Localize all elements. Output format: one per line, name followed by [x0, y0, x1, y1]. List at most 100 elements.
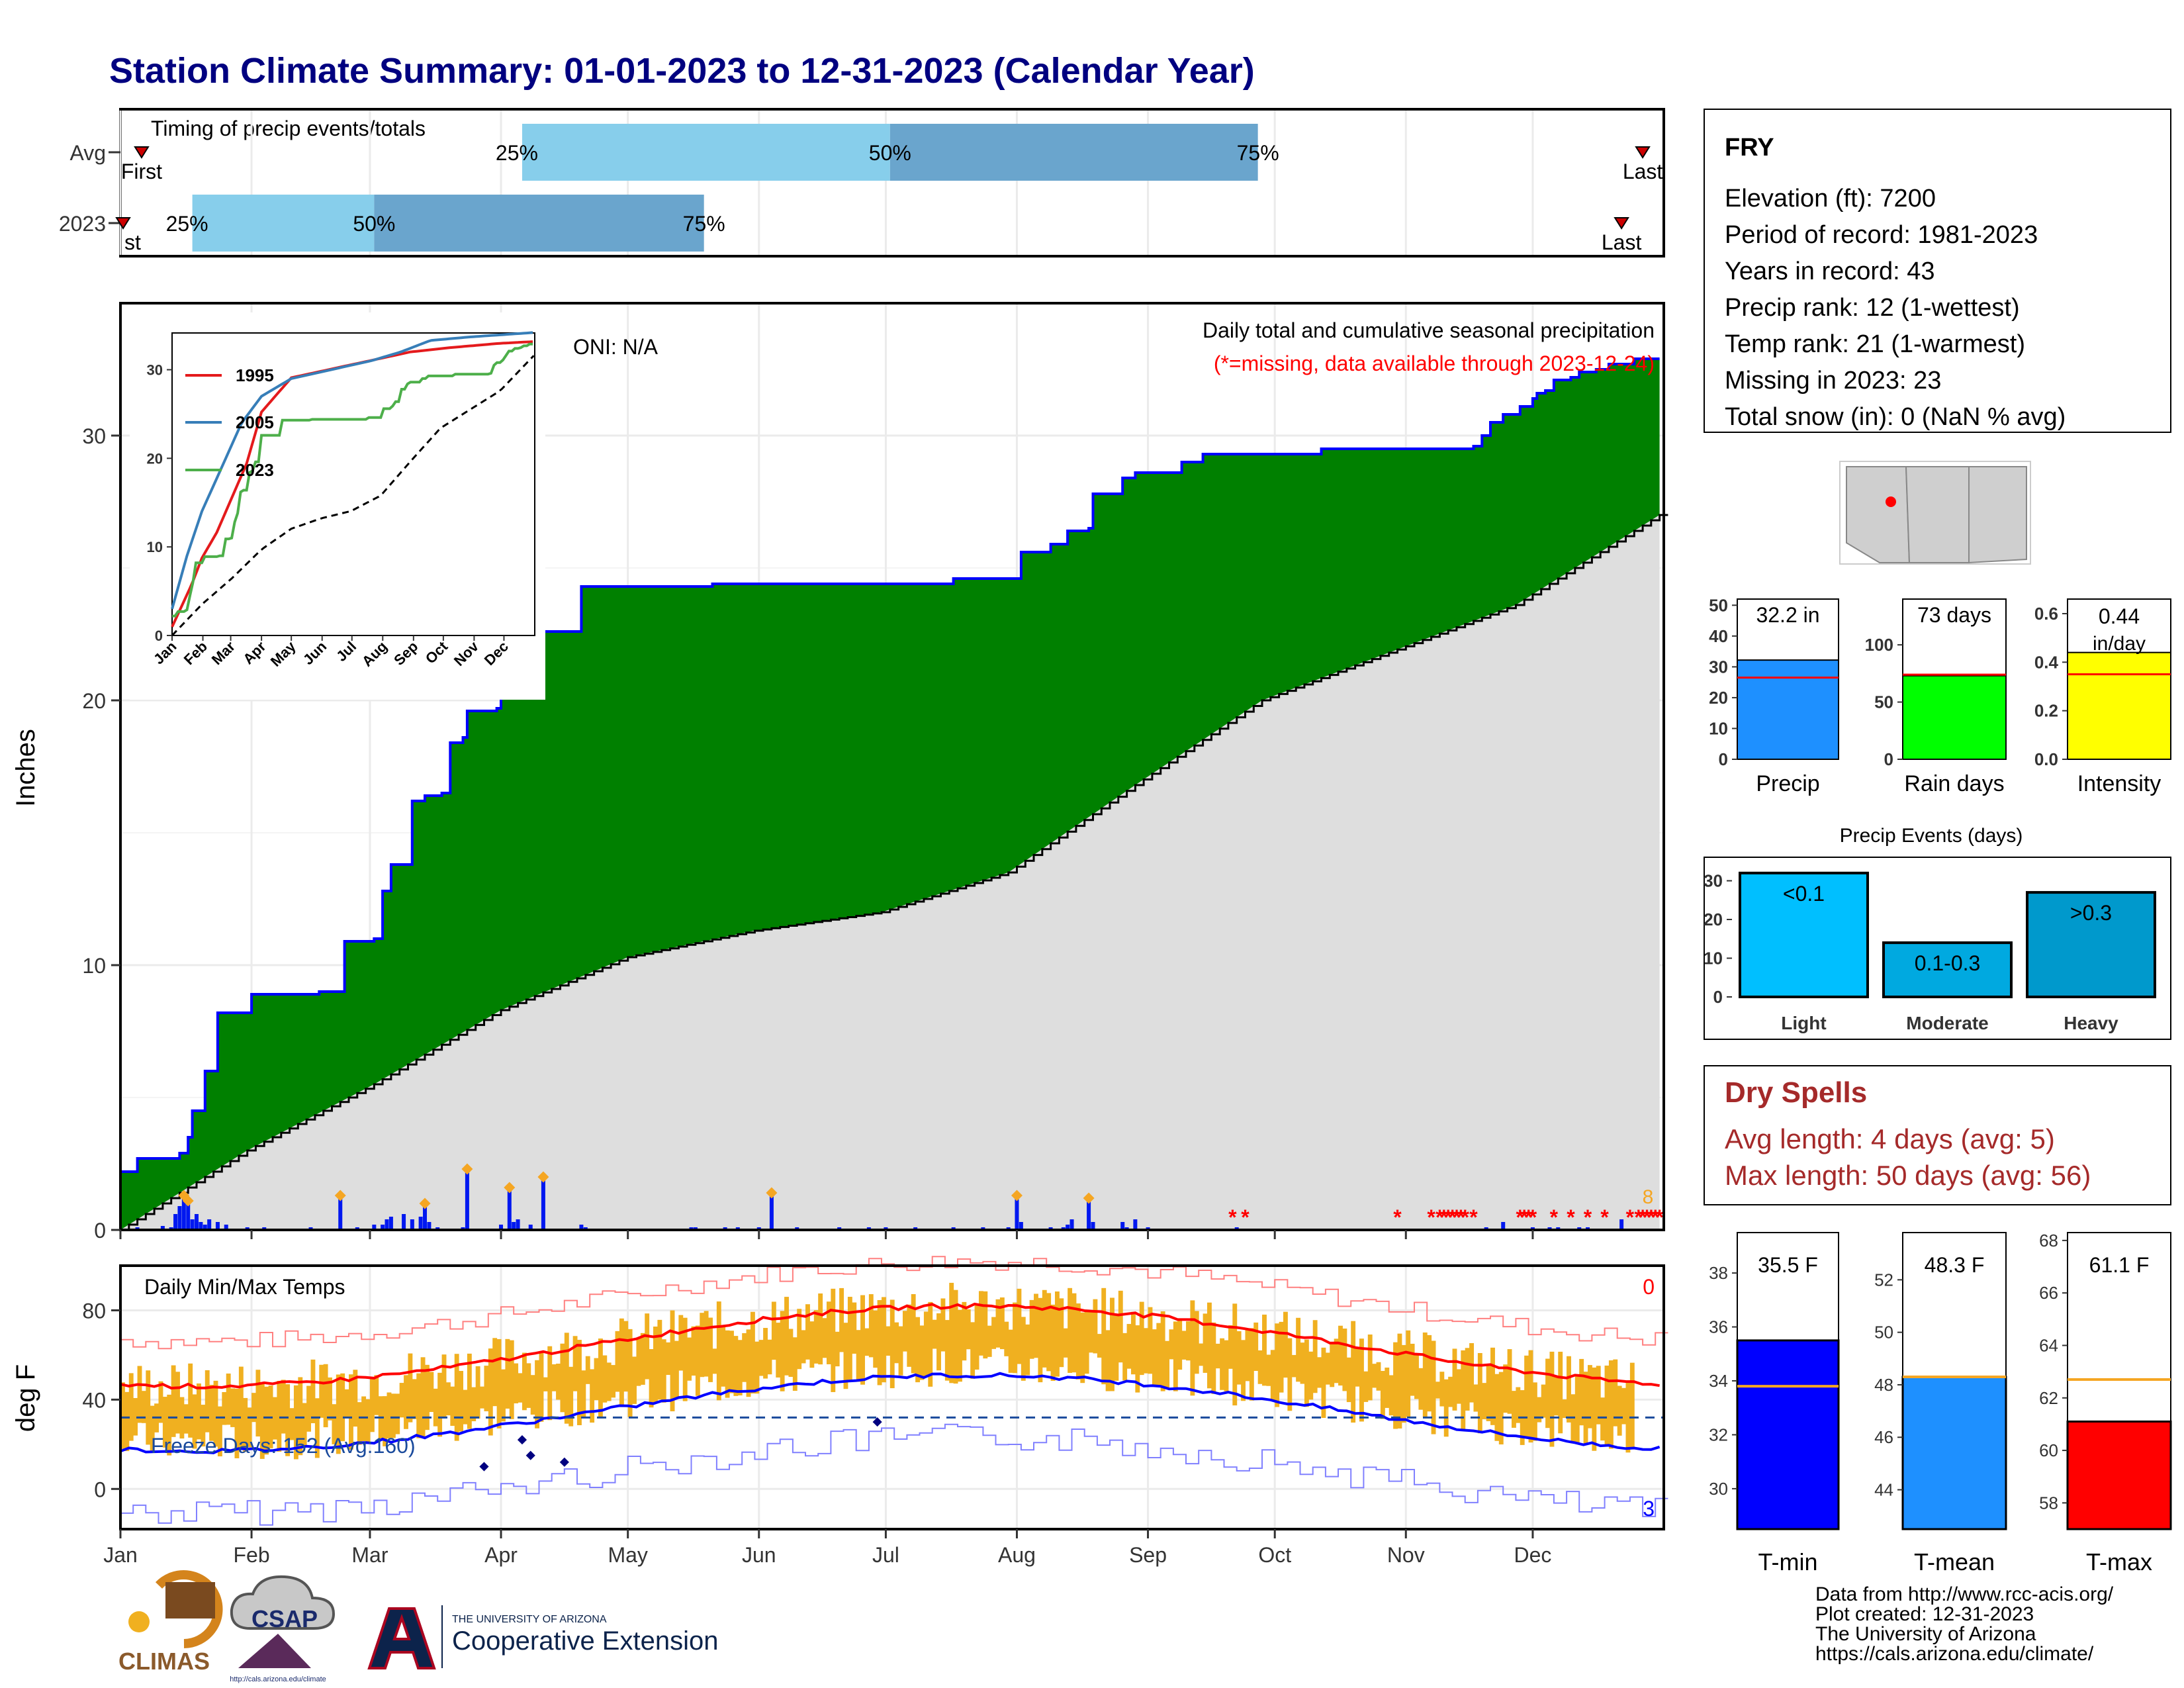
daily-temp-range-bar — [721, 1326, 726, 1387]
missing-day-marker: * — [1647, 1205, 1656, 1229]
daily-temp-range-bar — [1165, 1340, 1169, 1389]
daily-temp-range-bar — [357, 1402, 362, 1445]
missing-day-marker: * — [1461, 1205, 1469, 1229]
daily-temp-range-bar — [822, 1318, 827, 1358]
precip-panel: Inches * * * * ******* * **** * * * * * ******801020… — [11, 302, 1668, 1243]
daily-temp-range-bar — [251, 1393, 256, 1423]
daily-temp-range-bar — [1228, 1325, 1233, 1369]
ua-small-text: THE UNIVERSITY OF ARIZONA — [452, 1614, 607, 1625]
daily-temp-range-bar — [1291, 1354, 1297, 1378]
climas-logo: CLIMAS — [118, 1570, 223, 1675]
precip-events-bar-light — [1739, 871, 1869, 999]
daily-temp-range-bar — [171, 1365, 176, 1437]
daily-temp-range-bar — [1270, 1350, 1275, 1401]
daily-temp-range-bar — [1304, 1339, 1309, 1407]
daily-precip-bar — [199, 1222, 203, 1230]
precip-events-bar-label-heavy: >0.3 — [2070, 901, 2112, 925]
daily-temp-range-bar — [514, 1363, 519, 1404]
daily-temp-range-bar — [128, 1373, 134, 1441]
daily-temp-range-bar — [1283, 1311, 1288, 1378]
daily-temp-range-bar — [1570, 1394, 1576, 1444]
daily-temp-range-bar — [259, 1383, 265, 1459]
daily-temp-range-bar — [1507, 1349, 1512, 1414]
daily-temp-range-bar — [441, 1354, 447, 1418]
daily-temp-range-bar — [1363, 1371, 1369, 1402]
missing-day-marker: * — [1550, 1205, 1559, 1229]
daily-temp-range-bar — [835, 1331, 840, 1367]
daily-precip-bar — [372, 1225, 377, 1230]
daily-temp-range-bar — [792, 1337, 797, 1391]
daily-temp-range-bar — [750, 1311, 755, 1394]
timing-row-label-2023: 2023 — [59, 212, 106, 236]
precip-mini-ytick-label: 20 — [1709, 688, 1728, 708]
daily-temp-range-bar — [188, 1363, 193, 1438]
daily-temp-range-bar — [480, 1386, 484, 1409]
daily-temp-range-bar — [243, 1397, 248, 1452]
temperature-summary-bars: 35.5 F 30 32 34 36 38 T-min 48.3 F 44 46 48 50 52 T-m… — [1709, 1231, 2172, 1575]
daily-temp-range-bar — [1418, 1368, 1424, 1410]
daily-temp-range-bar — [1567, 1356, 1571, 1423]
daily-temp-range-bar — [1456, 1369, 1461, 1404]
missing-day-marker: * — [1469, 1205, 1478, 1229]
daily-temp-range-bar — [657, 1319, 662, 1400]
daily-temp-range-bar — [1330, 1342, 1335, 1387]
daily-temp-range-bar — [704, 1311, 709, 1377]
daily-temp-range-bar — [509, 1340, 514, 1419]
daily-temp-range-bar — [1359, 1338, 1364, 1422]
daily-temp-range-bar — [1338, 1325, 1343, 1386]
daily-temp-range-bar — [1385, 1367, 1390, 1408]
daily-temp-range-bar — [314, 1398, 320, 1458]
station-line-temp-rank: Temp rank: 21 (1-warmest) — [1725, 330, 2025, 358]
daily-temp-range-bar — [1241, 1340, 1246, 1401]
cumulative-2023-line — [120, 357, 1660, 1173]
daily-temp-range-bar — [907, 1304, 912, 1367]
daily-temp-range-bar — [847, 1297, 852, 1380]
rain-days-mini-bar — [1902, 675, 2007, 760]
dry-spells-max: Max length: 50 days (avg: 56) — [1725, 1160, 2091, 1191]
inset-ytick-label-20: 20 — [147, 450, 163, 467]
cumulative-2023-area — [120, 359, 1660, 1230]
daily-temp-range-bar — [1050, 1304, 1056, 1381]
timing-q50-label-2023: 50% — [353, 212, 395, 236]
daily-temp-range-bar — [120, 1382, 125, 1449]
t-min-ytick-label-30: 30 — [1709, 1479, 1728, 1499]
timing-first-marker-avg — [134, 146, 150, 159]
daily-temp-range-bar — [678, 1315, 684, 1371]
daily-temp-range-bar — [1300, 1342, 1305, 1384]
daily-temp-range-bar — [137, 1366, 142, 1423]
daily-temp-range-bar — [813, 1310, 819, 1364]
precip-ylabel: Inches — [11, 729, 40, 807]
daily-temp-range-bar — [1469, 1343, 1474, 1403]
daily-temp-range-bar — [966, 1309, 971, 1350]
daily-temp-range-bar — [1372, 1364, 1377, 1388]
t-mean-bar — [1901, 1376, 2007, 1530]
missing-day-marker: * — [1393, 1205, 1402, 1229]
daily-temp-range-bar — [336, 1374, 341, 1454]
daily-precip-bar — [186, 1201, 191, 1230]
daily-temp-range-bar — [1224, 1340, 1229, 1391]
state-outline-arizona — [1846, 466, 1911, 563]
daily-precip-bar — [499, 1225, 504, 1230]
daily-temp-range-bar — [962, 1301, 967, 1361]
daily-temp-range-bar — [733, 1336, 739, 1396]
daily-temp-range-bar — [831, 1288, 836, 1392]
daily-precip-marker — [1011, 1190, 1023, 1201]
daily-temp-range-bar — [564, 1333, 569, 1424]
timing-last-label-2023: Last — [1602, 230, 1642, 254]
daily-precip-bar — [579, 1225, 584, 1230]
intensity-mini-title: Intensity — [2077, 771, 2161, 796]
ua-block-a-icon — [367, 1607, 436, 1669]
daily-temp-range-bar — [1545, 1358, 1550, 1429]
daily-temp-range-bar — [1486, 1364, 1491, 1421]
missing-day-marker: * — [1444, 1205, 1453, 1229]
daily-precip-bar — [1120, 1222, 1125, 1230]
daily-temp-range-bar — [1089, 1311, 1093, 1353]
inset-frame — [171, 332, 535, 636]
daily-temp-range-bar — [1422, 1332, 1428, 1417]
daily-precip-bar — [190, 1219, 195, 1230]
t-mean-ytick-label-48: 48 — [1874, 1375, 1893, 1395]
precip-ytick-label-30: 30 — [82, 424, 106, 448]
daily-temp-range-bar — [742, 1333, 747, 1382]
footer-line-university: The University of Arizona — [1815, 1623, 2036, 1645]
average-min-temp-line — [120, 1372, 1661, 1454]
